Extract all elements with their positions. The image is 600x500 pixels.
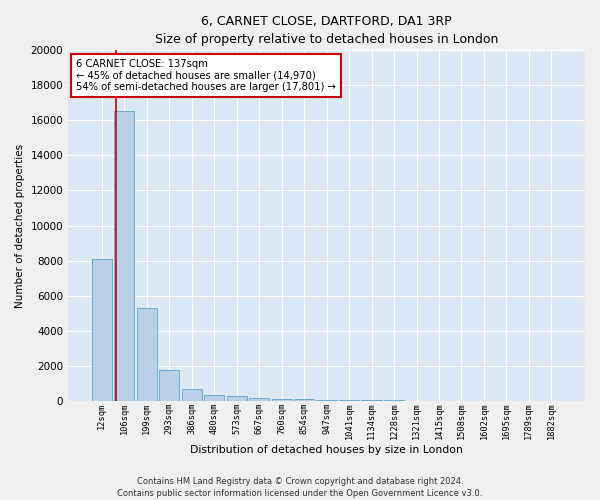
Bar [137,308,157,402]
X-axis label: Distribution of detached houses by size in London: Distribution of detached houses by size … [190,445,463,455]
Text: 6 CARNET CLOSE: 137sqm
← 45% of detached houses are smaller (14,970)
54% of semi: 6 CARNET CLOSE: 137sqm ← 45% of detached… [76,58,336,92]
Bar [361,400,382,402]
Bar [384,400,404,402]
Text: Contains HM Land Registry data © Crown copyright and database right 2024.
Contai: Contains HM Land Registry data © Crown c… [118,476,482,498]
Bar [159,370,179,402]
Bar [92,259,112,402]
Bar [316,400,337,402]
Bar [114,112,134,402]
Bar [294,399,314,402]
Bar [182,389,202,402]
Y-axis label: Number of detached properties: Number of detached properties [15,144,25,308]
Bar [249,398,269,402]
Bar [406,400,427,402]
Bar [339,400,359,402]
Bar [227,396,247,402]
Bar [272,398,292,402]
Title: 6, CARNET CLOSE, DARTFORD, DA1 3RP
Size of property relative to detached houses : 6, CARNET CLOSE, DARTFORD, DA1 3RP Size … [155,15,498,46]
Bar [204,395,224,402]
Bar [429,401,449,402]
